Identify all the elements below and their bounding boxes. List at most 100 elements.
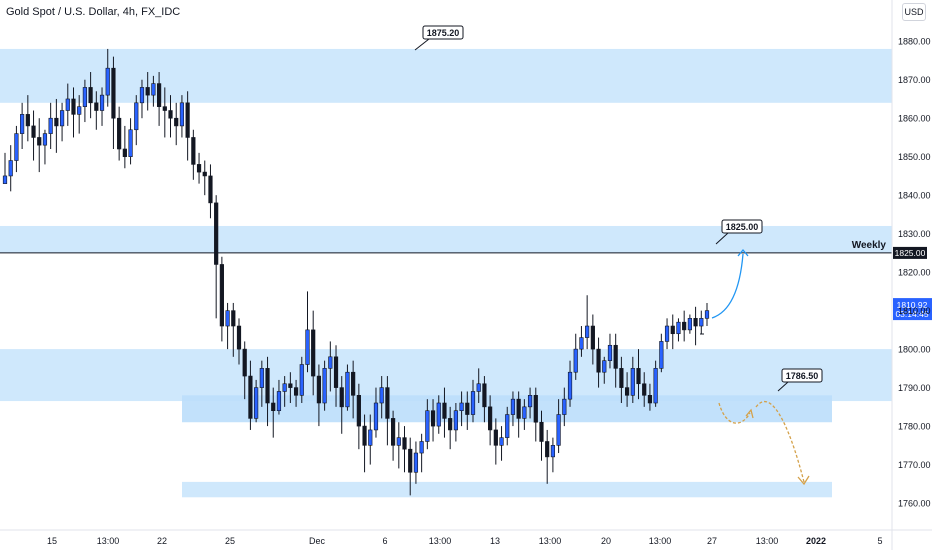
candle-body: [111, 67, 116, 119]
candle-body: [493, 429, 498, 446]
candle-body: [539, 421, 544, 442]
candle: [293, 379, 299, 407]
y-tick-label: 1770.00: [898, 460, 931, 470]
candle: [88, 72, 93, 119]
candle: [682, 310, 687, 342]
candle: [225, 302, 230, 350]
candle-body: [179, 102, 185, 127]
candle-body: [54, 117, 59, 127]
candle: [362, 414, 367, 473]
candle-body: [476, 383, 481, 392]
x-tick-label: 13:00: [756, 536, 779, 546]
candle: [659, 333, 664, 373]
candle: [373, 387, 379, 438]
candle: [265, 356, 270, 427]
candle: [613, 333, 618, 388]
candle-body: [522, 406, 527, 419]
candle-body: [151, 83, 156, 96]
support-resistance-zone: [0, 349, 892, 402]
candle-body: [202, 171, 207, 177]
candle-body: [128, 129, 133, 157]
weekly-price-label: 1825.00: [895, 248, 926, 258]
candle: [259, 360, 264, 407]
candle: [77, 95, 82, 134]
candle: [14, 125, 19, 173]
pullback-arrowhead: [745, 408, 754, 419]
candle-body: [556, 414, 561, 446]
callout-box: [422, 25, 464, 40]
candle: [573, 333, 578, 380]
candle: [151, 75, 156, 107]
candle-body: [65, 98, 70, 111]
candle: [505, 406, 510, 446]
candle: [248, 360, 253, 430]
candle-body: [642, 383, 647, 396]
candle-body: [545, 441, 550, 458]
candle-body: [168, 110, 173, 119]
candle: [596, 337, 601, 388]
candle-body: [59, 110, 65, 127]
candle-body: [265, 368, 270, 404]
candle-body: [145, 87, 150, 96]
candle-body: [653, 368, 658, 404]
candle-body: [390, 418, 396, 446]
bearish-arrow: [755, 401, 805, 483]
candle: [379, 376, 384, 419]
candle: [488, 395, 493, 446]
candle-body: [282, 383, 287, 392]
candle: [288, 372, 293, 403]
candle-body: [214, 202, 219, 265]
candle: [545, 429, 550, 484]
candle-body: [322, 368, 327, 404]
candle: [71, 87, 76, 138]
candle: [156, 72, 162, 126]
currency-button[interactable]: USD: [902, 3, 926, 21]
candle: [642, 372, 647, 407]
candle: [185, 91, 190, 161]
candle-body: [385, 387, 390, 419]
candle: [408, 437, 413, 496]
candle-body: [596, 348, 601, 373]
candle: [664, 318, 670, 350]
candle: [111, 56, 116, 149]
candle: [145, 72, 150, 111]
candle: [636, 349, 641, 400]
candle: [117, 106, 122, 161]
candle-body: [305, 329, 310, 365]
x-tick-label: 6: [382, 536, 387, 546]
x-tick-label: 13:00: [539, 536, 562, 546]
candle-body: [316, 375, 322, 404]
candle: [562, 387, 567, 427]
candle: [128, 118, 133, 165]
candle: [316, 364, 322, 427]
candle: [179, 95, 185, 138]
chart-title: Gold Spot / U.S. Dollar, 4h, FX_IDC: [6, 6, 181, 18]
support-resistance-zone: [0, 48, 892, 103]
candle-body: [630, 368, 635, 396]
candle-body: [242, 348, 247, 377]
candle-body: [550, 445, 556, 458]
callout-pointer: [715, 232, 729, 245]
candle-body: [430, 410, 436, 427]
price-zones: [0, 48, 892, 498]
x-tick-label: 15: [47, 536, 57, 546]
candle: [214, 195, 219, 319]
candle: [619, 356, 624, 403]
candle-body: [77, 106, 82, 115]
pullback-arrow: [718, 402, 751, 424]
candle-body: [567, 371, 573, 400]
candle-body: [436, 402, 441, 427]
candle-body: [185, 102, 190, 138]
candle: [31, 110, 36, 161]
candle: [276, 379, 282, 415]
x-tick-label: 20: [601, 536, 611, 546]
candle-body: [442, 402, 447, 419]
x-tick-label: 25: [225, 536, 235, 546]
candle-body: [293, 387, 299, 396]
candle: [322, 360, 327, 411]
x-tick-label: 13: [490, 536, 500, 546]
candle-body: [105, 67, 110, 96]
candle-body: [562, 398, 567, 415]
candle: [174, 102, 179, 146]
